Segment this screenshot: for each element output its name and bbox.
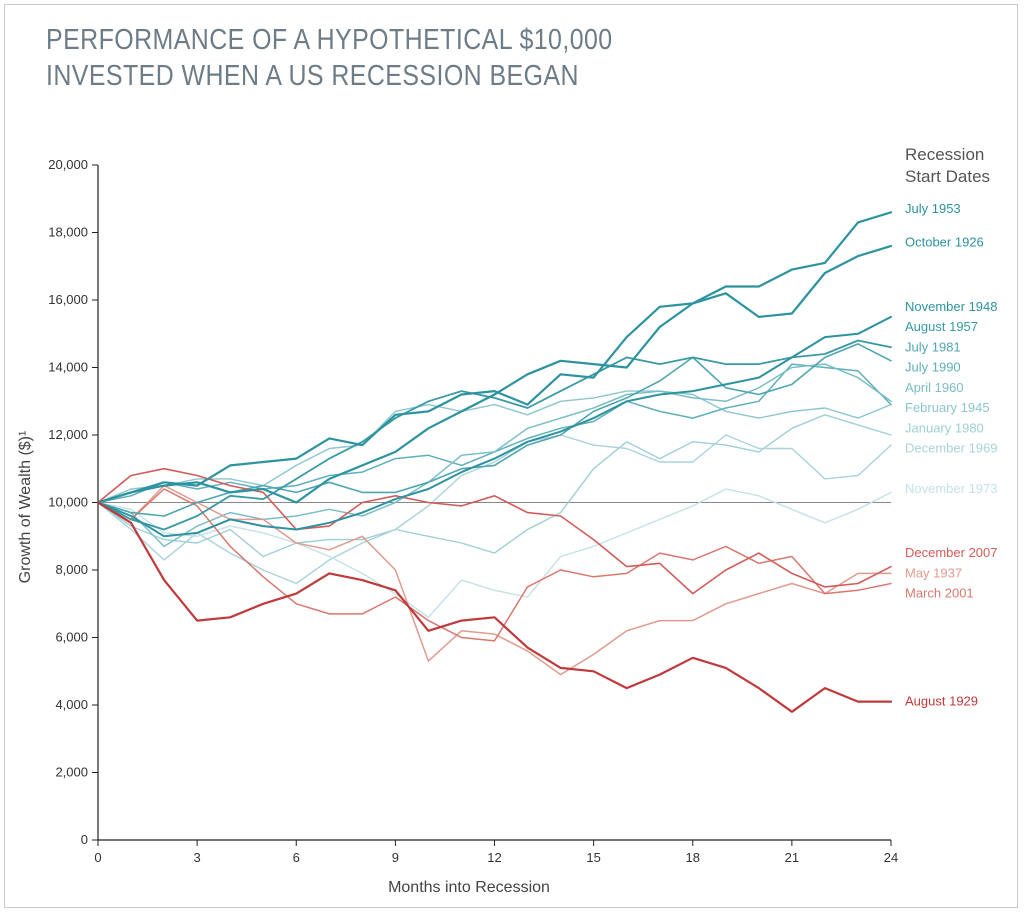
x-tick-label: 15 <box>586 850 600 865</box>
x-tick-label: 3 <box>194 850 201 865</box>
series-label-december-2007: December 2007 <box>905 545 998 560</box>
y-axis: 0 2,000 4,000 6,000 8,000 10,000 12,000 14,000 1… <box>48 157 99 847</box>
series-line-november-1948 <box>97 315 892 538</box>
chart-title: PERFORMANCE OF A HYPOTHETICAL $10,000 IN… <box>46 22 613 94</box>
x-tick-label: 6 <box>293 850 300 865</box>
series-line-november-1973 <box>97 488 892 618</box>
y-tick-label: 0 <box>81 832 88 847</box>
legend-title-line-1: Recession <box>905 145 984 164</box>
series-label-november-1948: November 1948 <box>905 299 998 314</box>
series-label-august-1929: August 1929 <box>905 694 978 709</box>
series-label-february-1945: February 1945 <box>905 400 990 415</box>
series-label-july-1953: July 1953 <box>905 201 961 216</box>
y-tick-label: 4,000 <box>55 697 88 712</box>
chart-frame <box>4 4 1018 908</box>
y-tick-label: 2,000 <box>55 765 88 780</box>
legend-title-line-2: Start Dates <box>905 167 990 186</box>
series-line-february-1945 <box>97 390 892 504</box>
x-tick-label: 24 <box>884 850 898 865</box>
chart-title-line-2: INVESTED WHEN A US RECESSION BEGAN <box>46 60 579 92</box>
series-label-april-1960: April 1960 <box>905 380 964 395</box>
y-tick-label: 20,000 <box>48 157 88 172</box>
y-tick-label: 18,000 <box>48 225 88 240</box>
x-tick-label: 0 <box>94 850 101 865</box>
series-label-july-1990: July 1990 <box>905 360 961 375</box>
y-tick-label: 16,000 <box>48 292 88 307</box>
x-axis-title: Months into Recession <box>388 879 550 896</box>
y-tick-label: 8,000 <box>55 562 88 577</box>
x-tick-label: 18 <box>686 850 700 865</box>
series-line-july-1953 <box>96 211 893 504</box>
series-line-august-1957 <box>97 339 892 531</box>
y-tick-label: 6,000 <box>55 630 88 645</box>
series-label-january-1980: January 1980 <box>905 420 984 435</box>
series-label-may-1937: May 1937 <box>905 565 962 580</box>
series-line-december-2007 <box>97 467 892 595</box>
series-line-april-1960 <box>97 363 892 548</box>
series-line-october-1926 <box>96 244 893 504</box>
series-line-december-1969 <box>97 434 892 585</box>
series-line-august-1929 <box>96 501 893 713</box>
x-tick-label: 12 <box>487 850 501 865</box>
series-label-december-1969: December 1969 <box>905 441 998 456</box>
y-tick-label: 10,000 <box>48 495 88 510</box>
y-tick-label: 12,000 <box>48 427 88 442</box>
series-label-july-1981: July 1981 <box>905 339 961 354</box>
series-label-november-1973: November 1973 <box>905 481 998 496</box>
series-line-january-1980 <box>97 414 892 558</box>
x-tick-label: 21 <box>785 850 799 865</box>
series-lines <box>96 211 893 713</box>
y-axis-title: Growth of Wealth ($)¹ <box>17 431 34 584</box>
x-axis: 0 3 6 9 12 15 18 21 24 <box>94 839 898 865</box>
x-tick-label: 9 <box>392 850 399 865</box>
chart-title-line-1: PERFORMANCE OF A HYPOTHETICAL $10,000 <box>46 24 613 56</box>
series-line-march-2001 <box>97 488 892 642</box>
series-label-march-2001: March 2001 <box>905 586 974 601</box>
y-tick-label: 14,000 <box>48 360 88 375</box>
series-label-october-1926: October 1926 <box>905 235 984 250</box>
series-labels: July 1953 October 1926 November 1948 August… <box>905 201 998 709</box>
series-line-may-1937 <box>97 484 892 676</box>
series-label-august-1957: August 1957 <box>905 319 978 334</box>
